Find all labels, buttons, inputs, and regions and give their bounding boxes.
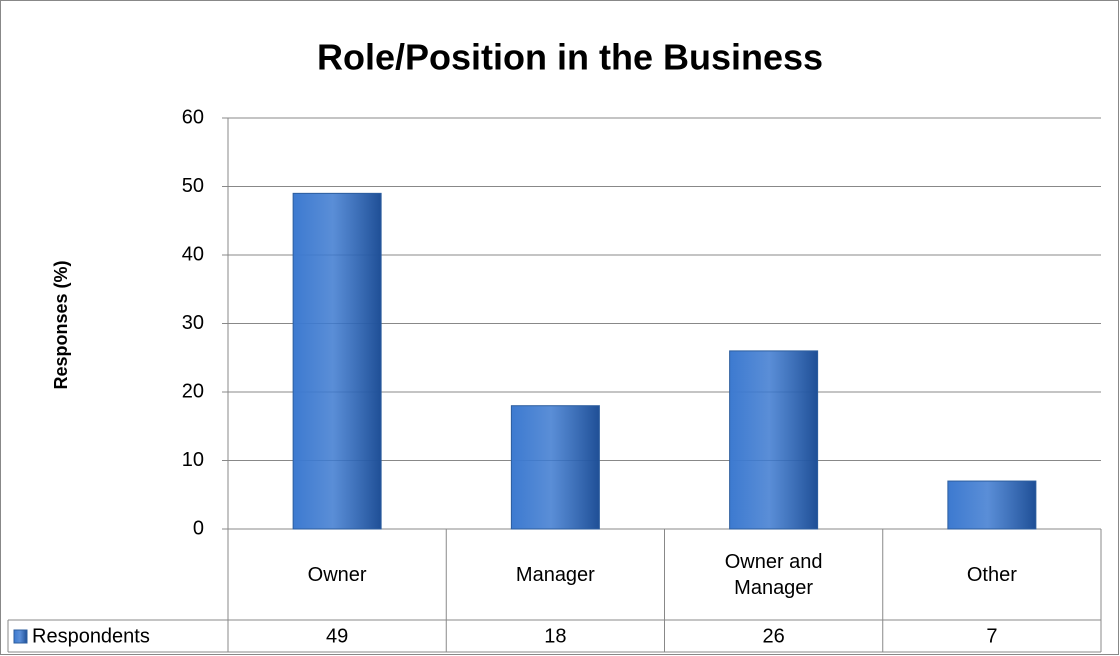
y-tick-label: 60 — [182, 106, 204, 128]
bar — [510, 405, 600, 530]
x-tick-label: Owner — [307, 563, 367, 586]
x-tick-cell: Owner — [307, 563, 367, 586]
x-tick-cell: Other — [966, 563, 1017, 586]
table-value: 26 — [763, 625, 785, 647]
x-tick-label: Manager — [515, 563, 595, 586]
y-tick-label: 30 — [182, 312, 204, 334]
legend-label: Respondents — [32, 625, 150, 647]
y-tick-label: 0 — [193, 517, 204, 539]
bar — [729, 350, 819, 530]
bar — [292, 192, 382, 530]
chart-title: Role/Position in the Business — [317, 37, 823, 78]
y-tick-label: 10 — [182, 449, 204, 471]
legend-swatch — [13, 629, 28, 644]
y-tick-label: 20 — [182, 380, 204, 402]
table-value: 49 — [326, 625, 348, 647]
x-tick-label: Owner and Manager — [724, 550, 823, 599]
x-tick-label: Other — [966, 563, 1017, 586]
y-tick-label: 40 — [182, 243, 204, 265]
table-value: 7 — [986, 625, 997, 647]
table-value: 18 — [544, 625, 566, 647]
y-tick-label: 50 — [182, 175, 204, 197]
bar — [947, 480, 1037, 530]
x-tick-cell: Owner and Manager — [724, 550, 823, 599]
x-tick-cell: Manager — [515, 563, 595, 586]
y-axis-label: Responses (%) — [51, 260, 71, 389]
